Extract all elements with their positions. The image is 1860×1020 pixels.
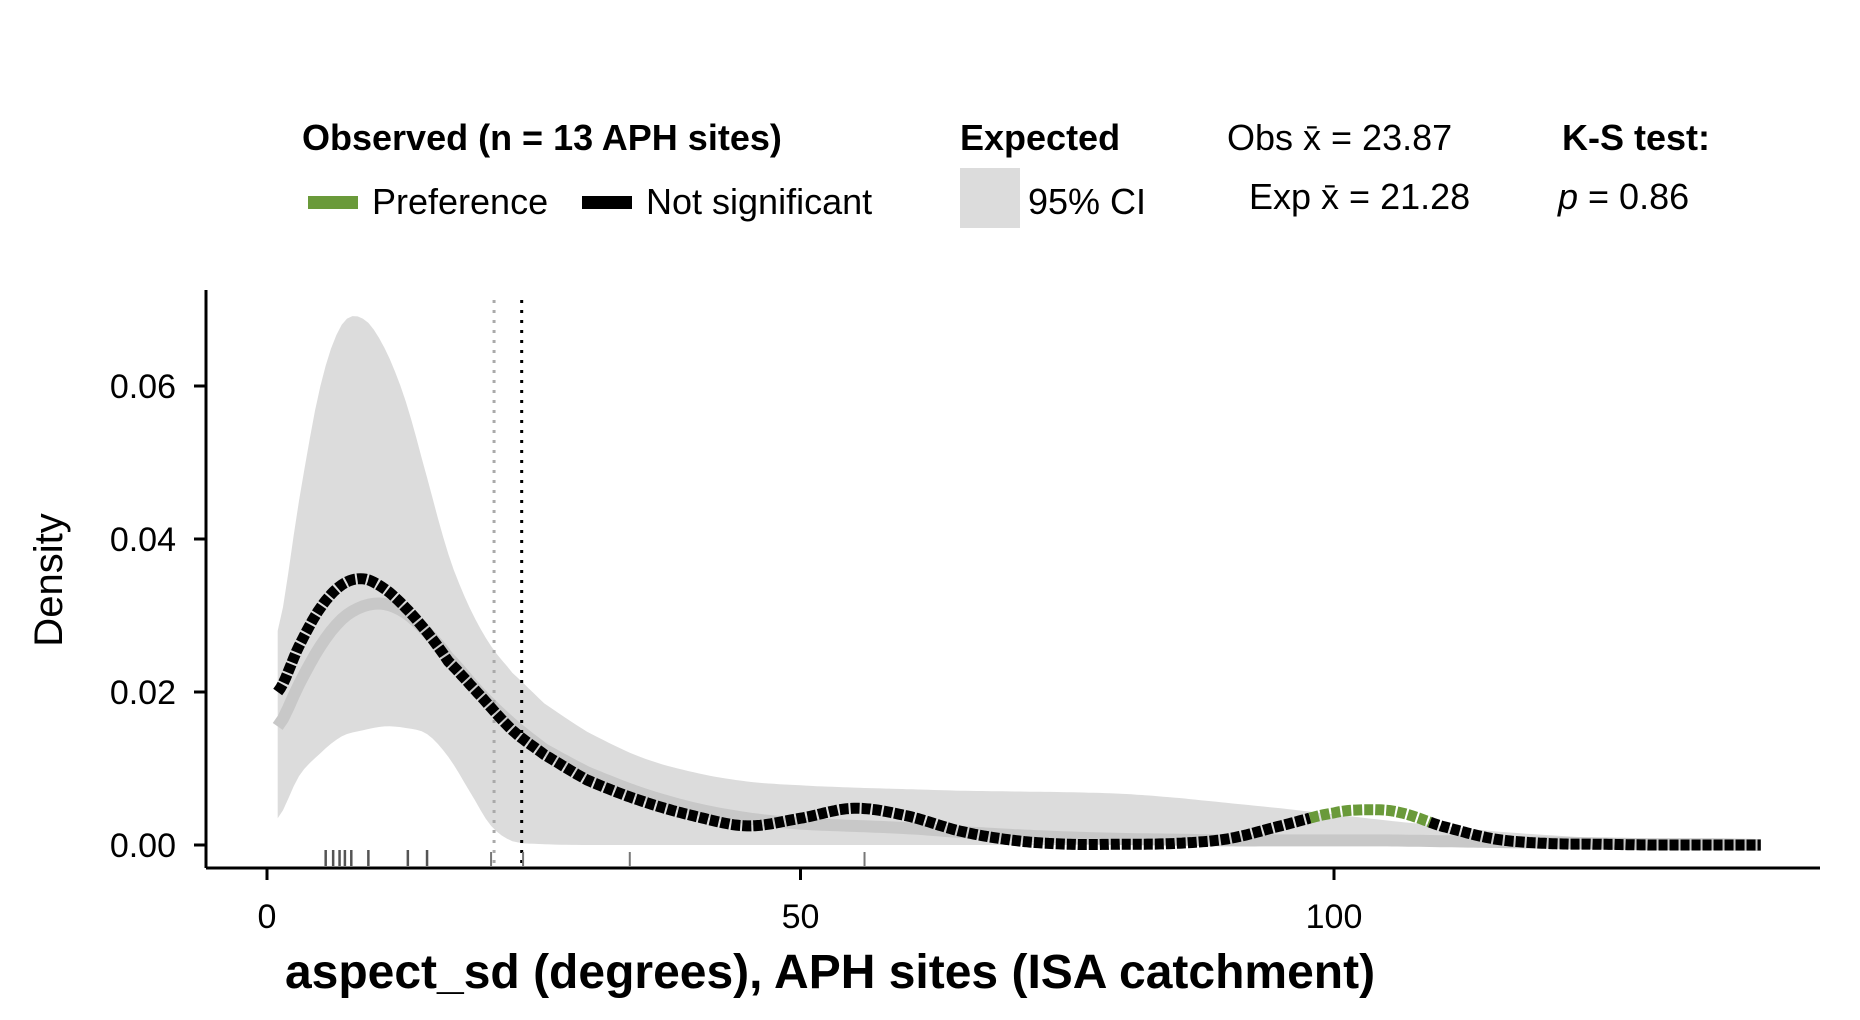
- legend-observed-title: Observed (n = 13 APH sites): [302, 117, 782, 158]
- x-tick-label: 100: [1306, 898, 1363, 936]
- y-tick-label: 0.06: [110, 368, 176, 406]
- legend: Observed (n = 13 APH sites) Preference N…: [302, 117, 1710, 228]
- ci-band-layer: [277, 316, 1761, 846]
- observed-density-preference-segment: [1308, 804, 1432, 828]
- x-tick-label: 0: [258, 898, 277, 936]
- legend-exp-mean: Exp x̄ = 21.28: [1249, 176, 1470, 217]
- observed-density-segment: [273, 573, 1312, 850]
- legend-ks-p-value: = 0.86: [1578, 176, 1689, 217]
- legend-not-significant-label: Not significant: [646, 181, 872, 222]
- y-tick-label: 0.02: [110, 674, 176, 712]
- ticks-layer: 0 50 100 0.00 0.02 0.04 0.06: [110, 368, 1363, 936]
- legend-ks-p: p = 0.86: [1557, 176, 1689, 217]
- legend-ci-swatch: [960, 168, 1020, 228]
- legend-preference-swatch: [308, 196, 358, 209]
- legend-ks-title: K-S test:: [1562, 117, 1710, 158]
- ci-band: [277, 316, 1761, 846]
- legend-preference-label: Preference: [372, 181, 548, 222]
- observed-density-layer: [273, 573, 1761, 851]
- y-tick-label: 0.04: [110, 521, 176, 559]
- y-axis-title: Density: [27, 513, 71, 646]
- legend-ci-label: 95% CI: [1028, 181, 1146, 222]
- legend-obs-mean: Obs x̄ = 23.87: [1227, 117, 1452, 158]
- legend-not-significant-swatch: [582, 196, 632, 209]
- legend-expected-title: Expected: [960, 117, 1120, 158]
- observed-density-segment: [1428, 817, 1761, 851]
- rug-layer: [324, 850, 866, 866]
- x-axis-title: aspect_sd (degrees), APH sites (ISA catc…: [285, 946, 1375, 999]
- legend-ks-p-symbol: p: [1557, 176, 1578, 217]
- mean-lines-layer: [492, 300, 524, 866]
- x-tick-label: 50: [782, 898, 820, 936]
- y-tick-label: 0.00: [110, 827, 176, 865]
